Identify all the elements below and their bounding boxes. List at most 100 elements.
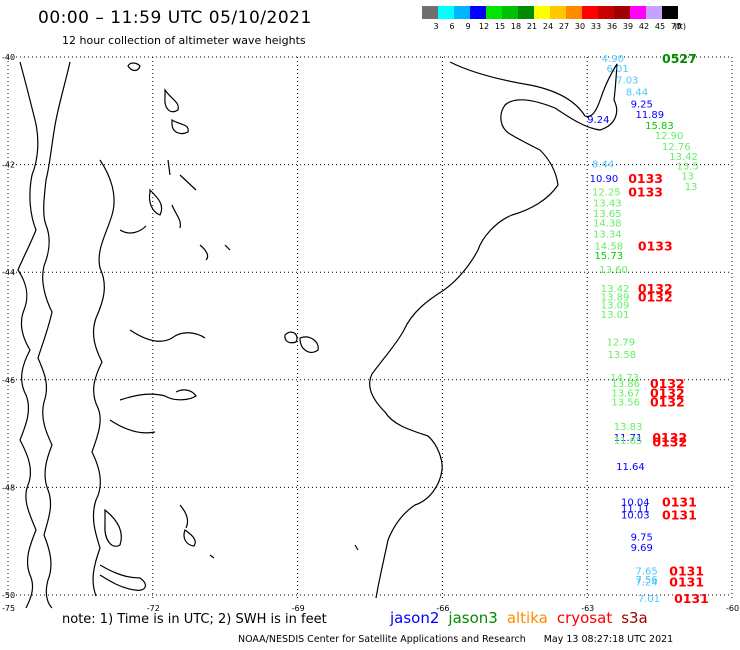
wave-height-value: 13.65 (593, 209, 622, 220)
page-subtitle: 12 hour collection of altimeter wave hei… (62, 34, 306, 47)
wave-height-value: 14.58 (594, 241, 623, 252)
wave-height-value: 9.75 (631, 532, 653, 543)
color-swatch-label: 21 (526, 22, 538, 31)
color-swatch-label: 70 (670, 22, 682, 31)
color-swatch-label: 27 (558, 22, 570, 31)
lon-tick-label: -69 (292, 604, 305, 613)
color-swatch (422, 6, 438, 19)
wave-height-value: 8.44 (592, 160, 614, 171)
color-legend-unit: (ft) (673, 22, 687, 31)
wave-height-value: 14.73 (610, 373, 639, 384)
credit-timestamp: May 13 08:27:18 UTC 2021 (543, 634, 674, 645)
pass-time-label: 0133 (638, 238, 673, 253)
color-swatch-label: 12 (478, 22, 490, 31)
color-swatch-label: 15 (494, 22, 506, 31)
pass-time-label: 0132 (652, 430, 687, 445)
color-swatch-label: 30 (574, 22, 586, 31)
color-swatch (582, 6, 598, 19)
lat-lon-grid (7, 56, 733, 600)
color-swatch (438, 6, 454, 19)
lon-tick-label: -66 (436, 604, 449, 613)
credit-source: NOAA/NESDIS Center for Satellite Applica… (238, 634, 526, 645)
pass-time-label: 0132 (650, 376, 685, 391)
color-swatch (486, 6, 502, 19)
pass-time-label: 0131 (662, 494, 697, 509)
color-swatch-label: 39 (622, 22, 634, 31)
wave-height-value: 13.67 (611, 389, 640, 400)
lon-tick-label: -63 (581, 604, 594, 613)
lon-tick-label: -72 (147, 604, 160, 613)
wave-height-value: 7.03 (616, 76, 638, 87)
color-swatch-label: 9 (465, 22, 471, 31)
color-swatch (550, 6, 566, 19)
color-swatch (518, 6, 534, 19)
wave-height-value: 15.73 (594, 251, 623, 262)
pass-time-label: 0527 (662, 51, 697, 66)
color-swatch-label: 36 (606, 22, 618, 31)
wave-height-value: 12.79 (607, 338, 636, 349)
color-swatch-label: 18 (510, 22, 522, 31)
wave-height-value: 13.42 (669, 152, 698, 163)
pass-time-label: 0131 (674, 591, 709, 606)
wave-height-value: 13.34 (593, 229, 622, 240)
pass-time-label: 0133 (628, 185, 663, 200)
wave-height-value: 6.01 (607, 64, 629, 75)
wave-height-value: 11.65 (614, 436, 643, 447)
lat-tick-label: -40 (2, 53, 15, 62)
footer-note: note: 1) Time is in UTC; 2) SWH is in fe… (62, 612, 327, 627)
wave-height-value: 14.38 (593, 219, 622, 230)
wave-height-value: 10.90 (590, 174, 619, 185)
satellite-legend: jason2 jason3 altika cryosat s3a (390, 609, 657, 627)
wave-height-value: 9.69 (631, 543, 653, 554)
pacific-coastline (17, 61, 39, 609)
color-swatch-label: 42 (638, 22, 650, 31)
page-title: 00:00 – 11:59 UTC 05/10/2021 (38, 8, 312, 28)
wave-height-value: 8.44 (626, 87, 648, 98)
color-swatch (646, 6, 662, 19)
pass-time-label: 0132 (638, 281, 673, 296)
wave-height-value: 11.71 (614, 433, 643, 444)
pass-time-label: 0133 (628, 171, 663, 186)
lat-tick-label: -42 (2, 161, 15, 170)
axis-tick-labels: -40 -42 -44 -46 -48 -50 -75 -72 -69 -66 -63 -60 (2, 53, 739, 613)
color-swatch (598, 6, 614, 19)
wave-height-value: 13.09 (601, 300, 630, 311)
atlantic-coastline (369, 61, 618, 599)
pass-time-label: 0132 (650, 394, 685, 409)
credit-line: NOAA/NESDIS Center for Satellite Applica… (238, 634, 673, 645)
color-swatch-label: 45 (654, 22, 666, 31)
lon-tick-label: -75 (2, 604, 15, 613)
wave-height-value: 13.42 (601, 284, 630, 295)
color-swatch (614, 6, 630, 19)
wave-height-value: 10.04 (621, 497, 650, 508)
wave-height-value: 12.25 (592, 188, 621, 199)
wave-height-value: 13.89 (601, 292, 630, 303)
color-swatch-label: 6 (449, 22, 455, 31)
pass-time-label: 0131 (669, 563, 704, 578)
wave-height-value: 11.11 (621, 504, 650, 515)
satellite-pass-times: 0527013301330133013201320132013201320132… (628, 51, 709, 606)
pass-time-label: 0132 (652, 435, 687, 450)
wave-height-value: 15.83 (645, 121, 674, 132)
satellite-legend-item: s3a (621, 609, 648, 627)
wave-height-value: 13.58 (607, 350, 636, 361)
color-swatch (502, 6, 518, 19)
coastline (17, 61, 618, 609)
satellite-legend-item: jason2 (390, 609, 440, 627)
satellite-legend-item: altika (506, 609, 548, 627)
wave-height-value: 13.60 (599, 265, 628, 276)
wave-height-value: 7.01 (638, 594, 660, 605)
wave-height-value: 7.24 (635, 578, 657, 589)
satellite-legend-item: jason3 (448, 609, 498, 627)
wave-height-value: 13.86 (611, 379, 640, 390)
wave-height-value: 12.90 (655, 131, 684, 142)
color-swatch (662, 6, 678, 19)
wave-height-value: 13 (685, 182, 698, 193)
lat-tick-label: -44 (2, 268, 15, 277)
wave-height-value: 7.65 (635, 566, 657, 577)
color-swatch (454, 6, 470, 19)
lon-tick-label: -60 (726, 604, 739, 613)
lat-tick-label: -46 (2, 376, 15, 385)
pass-time-label: 0131 (669, 575, 704, 590)
color-swatch (534, 6, 550, 19)
